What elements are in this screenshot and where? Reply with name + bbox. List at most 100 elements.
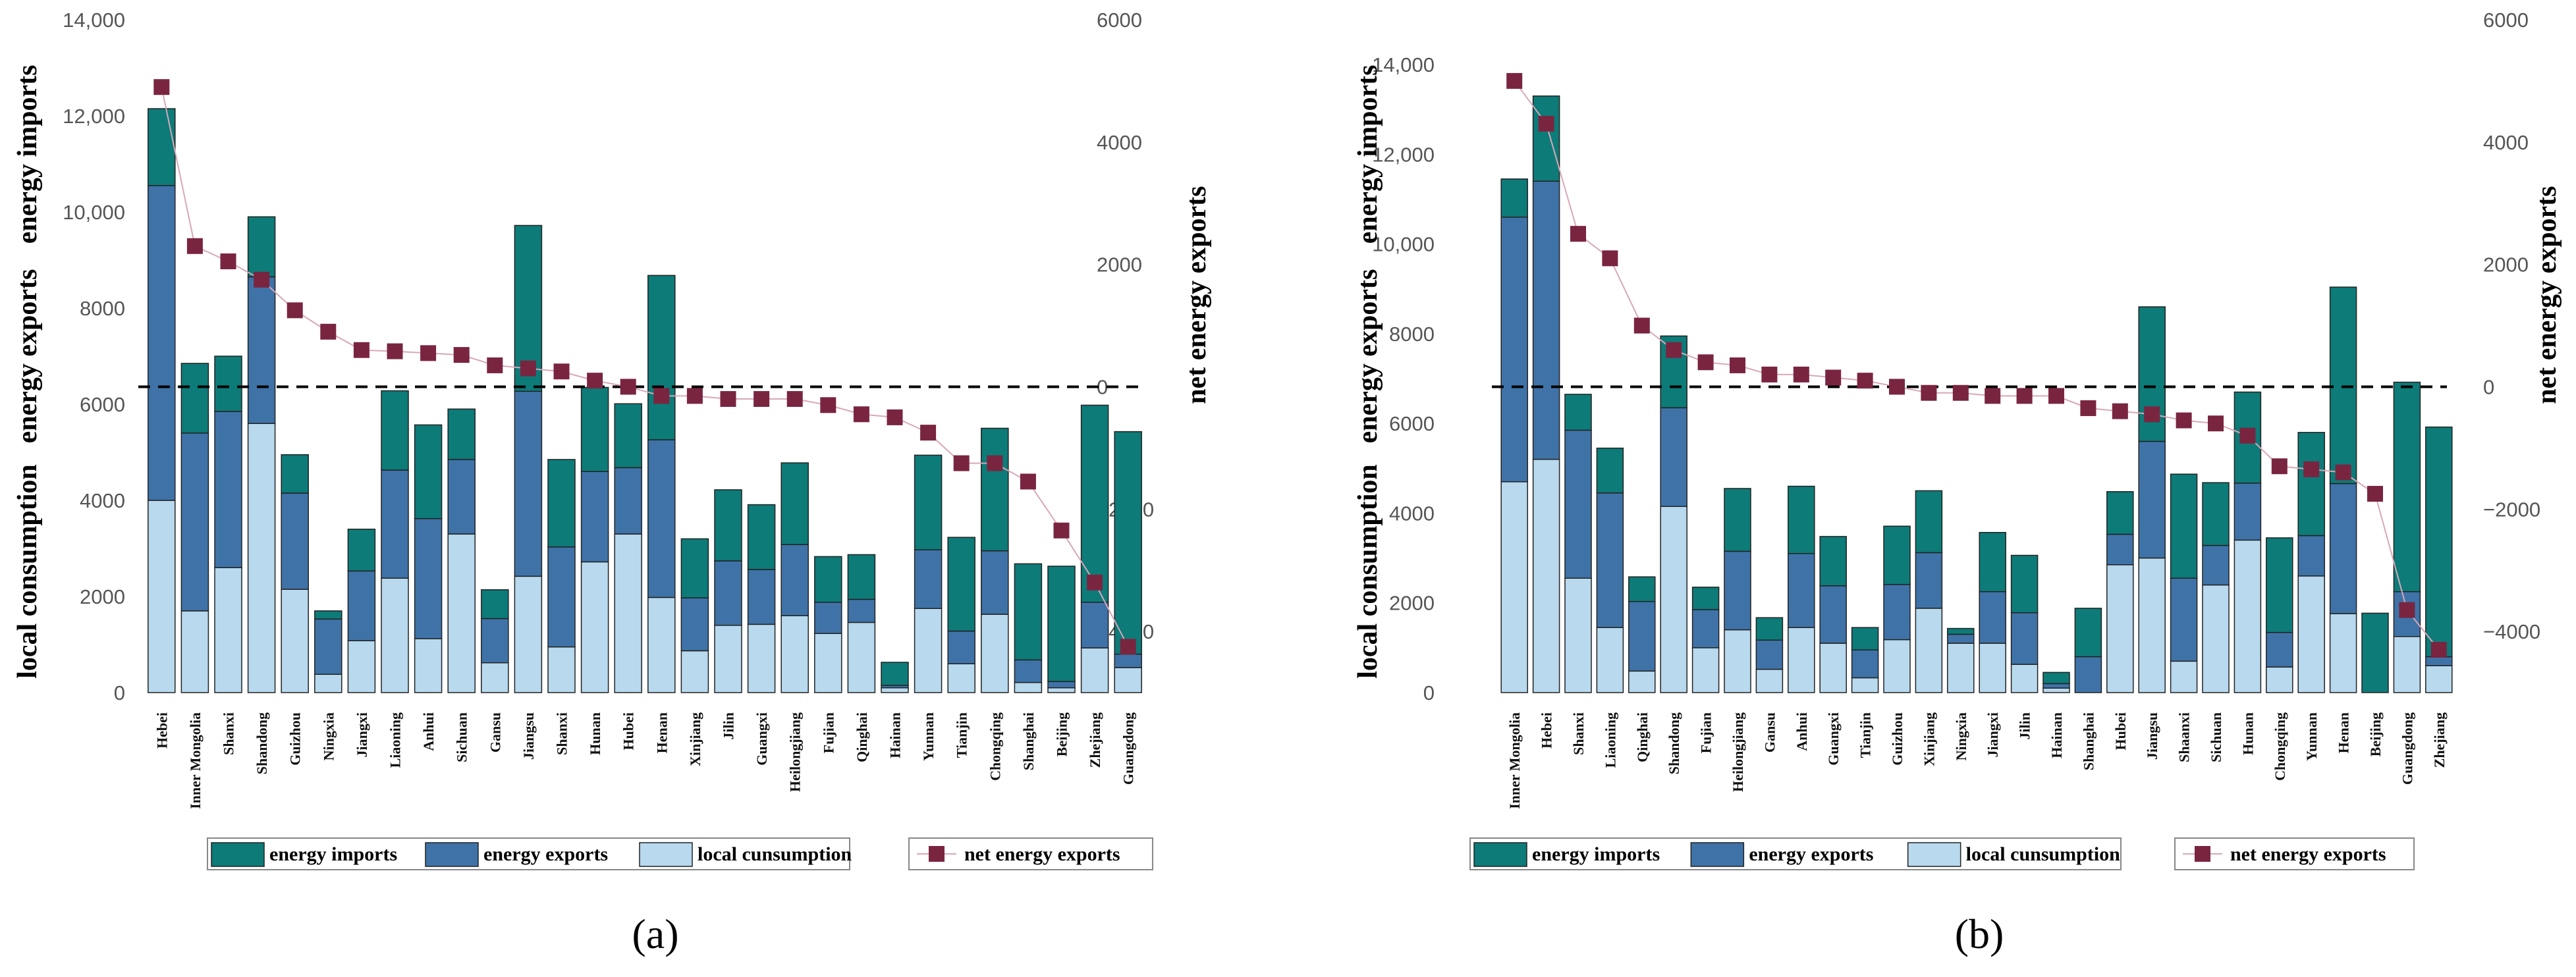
energy-imports-bar [381, 390, 409, 471]
energy-imports-bar [2202, 482, 2230, 546]
energy-exports-bar [2233, 483, 2262, 541]
legend-box [207, 837, 850, 870]
local-consumption-bar [2233, 539, 2262, 693]
energy-exports-bar [2202, 544, 2230, 586]
net-exports-marker [1020, 473, 1036, 490]
energy-exports-bar [180, 433, 209, 612]
legend-swatch [639, 842, 693, 867]
local-consumption-bar [1532, 458, 1560, 693]
energy-exports-bar [2266, 631, 2293, 668]
left-axis-label: energy exports [1353, 269, 1383, 444]
energy-exports-bar [1979, 591, 2006, 644]
left-tick-label: 0 [114, 681, 125, 704]
energy-imports-bar [947, 537, 975, 632]
local-consumption-bar [1014, 681, 1043, 693]
energy-exports-bar [981, 550, 1009, 615]
category-label: Jilin [721, 712, 737, 740]
energy-imports-bar [2106, 491, 2134, 535]
energy-exports-bar [1788, 553, 1815, 628]
local-consumption-bar [881, 687, 909, 693]
energy-imports-bar [2329, 286, 2357, 485]
energy-exports-bar [1047, 681, 1076, 689]
left-tick-label: 4000 [80, 489, 125, 512]
category-label: Fujian [1698, 712, 1714, 753]
net-exports-marker [287, 302, 303, 319]
category-label: Ningxia [1953, 712, 1969, 760]
category-label: Hunan [587, 712, 603, 755]
net-exports-marker [2271, 458, 2288, 475]
category-label: Liaoning [387, 712, 404, 768]
energy-exports-bar [1500, 217, 1528, 483]
net-exports-marker [220, 253, 236, 269]
category-label: Jiangsu [2144, 712, 2160, 760]
category-label: Shanghai [1020, 712, 1037, 770]
energy-exports-bar [2010, 612, 2039, 665]
net-exports-marker [453, 347, 470, 363]
left-tick-label: 12,000 [63, 105, 125, 128]
net-exports-marker [1570, 226, 1586, 242]
category-label: Hubei [2112, 712, 2129, 750]
energy-imports-bar [2361, 612, 2389, 693]
energy-exports-bar [547, 546, 576, 648]
legend-label: energy imports [269, 843, 397, 865]
local-consumption-bar [2170, 660, 2198, 693]
energy-exports-bar [614, 467, 642, 535]
local-consumption-bar [547, 646, 576, 693]
net-exports-marker [786, 391, 803, 408]
local-consumption-bar [514, 575, 543, 693]
net-exports-marker [487, 357, 503, 373]
category-label: Zhejiang [2431, 712, 2448, 768]
energy-imports-bar [2042, 672, 2070, 685]
energy-exports-bar [2106, 533, 2134, 566]
energy-imports-bar [481, 589, 509, 620]
local-consumption-bar [148, 500, 176, 693]
net-exports-marker [2048, 388, 2064, 404]
energy-imports-bar [614, 403, 642, 469]
energy-exports-bar [148, 185, 176, 501]
net-exports-marker [2367, 486, 2383, 502]
local-consumption-bar [2138, 557, 2166, 693]
local-consumption-bar [1596, 627, 1624, 693]
net-exports-marker [1120, 639, 1136, 655]
category-label: Sichuan [2208, 712, 2224, 762]
local-consumption-bar [481, 662, 509, 693]
category-label: Tianjin [1857, 712, 1874, 758]
energy-imports-bar [447, 408, 476, 460]
left-tick-label: 0 [1423, 681, 1435, 704]
net-exports-marker [853, 406, 869, 423]
net-exports-marker [1952, 384, 1969, 401]
left-tick-label: 6000 [1389, 412, 1435, 435]
local-consumption-bar [1788, 627, 1815, 693]
energy-imports-bar [1915, 490, 1943, 554]
energy-imports-bar [1014, 563, 1043, 661]
local-consumption-bar [247, 423, 276, 693]
category-label: Beijing [1054, 712, 1070, 756]
energy-imports-bar [680, 538, 709, 598]
category-label: Yunnan [920, 712, 937, 761]
energy-imports-bar [1724, 488, 1751, 552]
category-label: Jiangxi [1985, 712, 2001, 757]
energy-imports-bar [1691, 587, 1720, 610]
net-exports-marker [353, 342, 370, 358]
energy-exports-bar [814, 602, 842, 634]
energy-exports-bar [2425, 656, 2453, 666]
legend-label: energy imports [1532, 843, 1660, 865]
category-label: Guizhou [1889, 712, 1905, 766]
category-label: Hebei [1539, 712, 1555, 749]
local-consumption-bar [714, 625, 742, 693]
category-label: Xinjiang [1921, 712, 1937, 766]
energy-imports-bar [647, 275, 676, 440]
energy-imports-bar [1788, 485, 1815, 554]
category-label: Guangxi [754, 712, 770, 766]
net-exports-marker [1793, 366, 1809, 383]
local-consumption-bar [1628, 670, 1656, 693]
local-consumption-bar [914, 608, 943, 693]
left-axis-label: energy exports [13, 269, 43, 444]
local-consumption-bar [381, 577, 409, 693]
energy-imports-bar [714, 489, 742, 562]
energy-imports-bar [214, 356, 242, 412]
category-label: Hebei [153, 712, 170, 749]
local-consumption-bar [1660, 506, 1687, 693]
net-exports-marker [1985, 388, 2001, 404]
net-exports-marker [1761, 366, 1778, 383]
